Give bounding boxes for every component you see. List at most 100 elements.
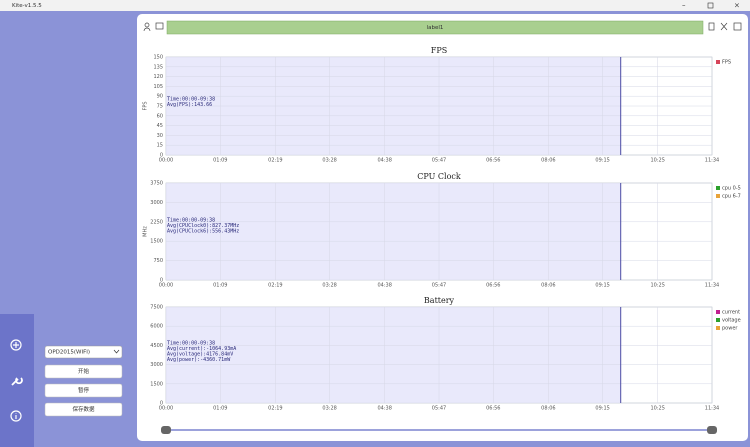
x-tick-label: 10:25 bbox=[651, 158, 665, 164]
user-icon-body bbox=[143, 27, 151, 32]
x-tick-label: 06:56 bbox=[486, 283, 500, 289]
maximize-button[interactable] bbox=[707, 2, 714, 9]
legend-label[interactable]: FPS bbox=[722, 60, 731, 66]
x-tick-label: 01:09 bbox=[213, 283, 227, 289]
button-label: 开始 bbox=[78, 367, 90, 375]
add-icon-plus bbox=[13, 342, 19, 348]
y-tick-label: 30 bbox=[157, 133, 163, 139]
y-tick-label: 6000 bbox=[150, 324, 163, 330]
x-tick-label: 09:15 bbox=[595, 158, 609, 164]
close-button[interactable]: × bbox=[734, 2, 740, 10]
chart: Battery 0 1500 3000 4500 6000 7500 00:00 01:09 02… bbox=[150, 296, 741, 412]
legend-label[interactable]: power bbox=[722, 326, 738, 332]
y-tick-label: 7500 bbox=[150, 305, 163, 311]
y-axis-label: MHz bbox=[143, 226, 149, 237]
annotation: Avg(FPS):143.66 bbox=[167, 102, 212, 108]
legend-swatch bbox=[716, 326, 720, 330]
y-tick-label: 3000 bbox=[150, 200, 163, 206]
x-tick-label: 08:06 bbox=[541, 283, 555, 289]
x-tick-label: 01:09 bbox=[213, 158, 227, 164]
x-tick-label: 03:28 bbox=[322, 283, 336, 289]
x-tick-label: 08:06 bbox=[541, 406, 555, 412]
legend-label[interactable]: voltage bbox=[722, 318, 741, 324]
x-tick-label: 00:00 bbox=[159, 158, 173, 164]
chart-title: FPS bbox=[431, 46, 447, 55]
chart-title: CPU Clock bbox=[417, 172, 461, 181]
legend-label[interactable]: current bbox=[722, 310, 740, 316]
x-tick-label: 11:34 bbox=[705, 158, 719, 164]
legend-swatch bbox=[716, 186, 720, 190]
status-label bbox=[166, 20, 704, 35]
bookmark-icon[interactable] bbox=[708, 22, 715, 31]
legend-swatch bbox=[716, 310, 720, 314]
legend-swatch bbox=[716, 60, 720, 64]
button[interactable] bbox=[44, 402, 123, 417]
x-tick-label: 05:47 bbox=[432, 406, 446, 412]
x-tick-label: 09:15 bbox=[595, 406, 609, 412]
x-tick-label: 03:28 bbox=[322, 158, 336, 164]
annotation: Avg(current):-1064.93mA bbox=[167, 346, 236, 352]
x-tick-label: 02:19 bbox=[268, 406, 282, 412]
annotation: Time:00:00-09:38 bbox=[167, 341, 215, 347]
selected-range bbox=[166, 307, 621, 403]
settings-icon[interactable] bbox=[11, 377, 23, 386]
y-tick-label: 1500 bbox=[150, 239, 163, 245]
add-icon[interactable] bbox=[10, 339, 22, 351]
button-label: 保存数据 bbox=[72, 405, 95, 413]
button-label: 暂停 bbox=[78, 386, 90, 394]
annotation: Avg(CPUClock6):556.43MHz bbox=[167, 229, 239, 235]
x-tick-label: 08:06 bbox=[541, 158, 555, 164]
status-label-text: label1 bbox=[427, 25, 444, 31]
x-tick-label: 02:19 bbox=[268, 158, 282, 164]
x-tick-label: 05:47 bbox=[432, 283, 446, 289]
button[interactable] bbox=[44, 364, 123, 379]
range-slider-start[interactable] bbox=[161, 426, 171, 434]
chart: FPS 0 15 30 45 60 75 90 105 120 135 150 00:00 01:09 02… bbox=[143, 46, 732, 164]
x-tick-label: 04:38 bbox=[378, 406, 392, 412]
device-name: OPD2015(WIFI) bbox=[48, 350, 90, 356]
y-tick-label: 135 bbox=[153, 64, 163, 70]
title-bar bbox=[0, 0, 750, 11]
x-tick-label: 06:56 bbox=[486, 158, 500, 164]
x-tick-label: 02:19 bbox=[268, 283, 282, 289]
y-tick-label: 75 bbox=[157, 104, 163, 110]
user-icon[interactable] bbox=[144, 22, 150, 28]
x-tick-label: 06:56 bbox=[486, 406, 500, 412]
save-icon[interactable] bbox=[733, 22, 742, 31]
y-tick-label: 15 bbox=[157, 143, 163, 149]
button[interactable] bbox=[44, 383, 123, 398]
y-axis-label: FPS bbox=[143, 101, 149, 110]
window-title: Kite-v1.5.5 bbox=[12, 3, 42, 9]
x-tick-label: 00:00 bbox=[159, 406, 173, 412]
chart: CPU Clock 0 750 1500 2250 3000 3750 00:00 01:09 0… bbox=[143, 172, 741, 289]
y-tick-label: 3750 bbox=[150, 181, 163, 187]
info-icon[interactable] bbox=[10, 410, 22, 422]
x-tick-label: 01:09 bbox=[213, 406, 227, 412]
cut-icon[interactable] bbox=[720, 22, 728, 31]
legend-label[interactable]: cpu 0-5 bbox=[722, 186, 741, 192]
dropdown-arrow bbox=[113, 349, 120, 354]
x-tick-label: 00:00 bbox=[159, 283, 173, 289]
legend-label[interactable]: cpu 6-7 bbox=[722, 194, 741, 200]
x-tick-label: 10:25 bbox=[651, 406, 665, 412]
y-tick-label: 2250 bbox=[150, 219, 163, 225]
y-tick-label: 105 bbox=[153, 84, 163, 90]
y-tick-label: 0 bbox=[160, 278, 163, 284]
y-tick-label: 60 bbox=[157, 113, 163, 119]
annotation: Time:00:00-09:38 bbox=[167, 218, 215, 224]
image-icon[interactable] bbox=[155, 22, 164, 30]
y-tick-label: 1500 bbox=[150, 381, 163, 387]
y-tick-label: 4500 bbox=[150, 343, 163, 349]
legend-swatch bbox=[716, 194, 720, 198]
y-tick-label: 45 bbox=[157, 123, 163, 129]
minimize-button[interactable]: – bbox=[682, 2, 686, 10]
range-slider-end[interactable] bbox=[707, 426, 717, 434]
device-select[interactable] bbox=[44, 345, 123, 359]
y-tick-label: 0 bbox=[160, 401, 163, 407]
y-tick-label: 750 bbox=[153, 258, 163, 264]
x-tick-label: 05:47 bbox=[432, 158, 446, 164]
annotation: Avg(voltage):4176.84mV bbox=[167, 352, 233, 358]
x-tick-label: 10:25 bbox=[651, 283, 665, 289]
